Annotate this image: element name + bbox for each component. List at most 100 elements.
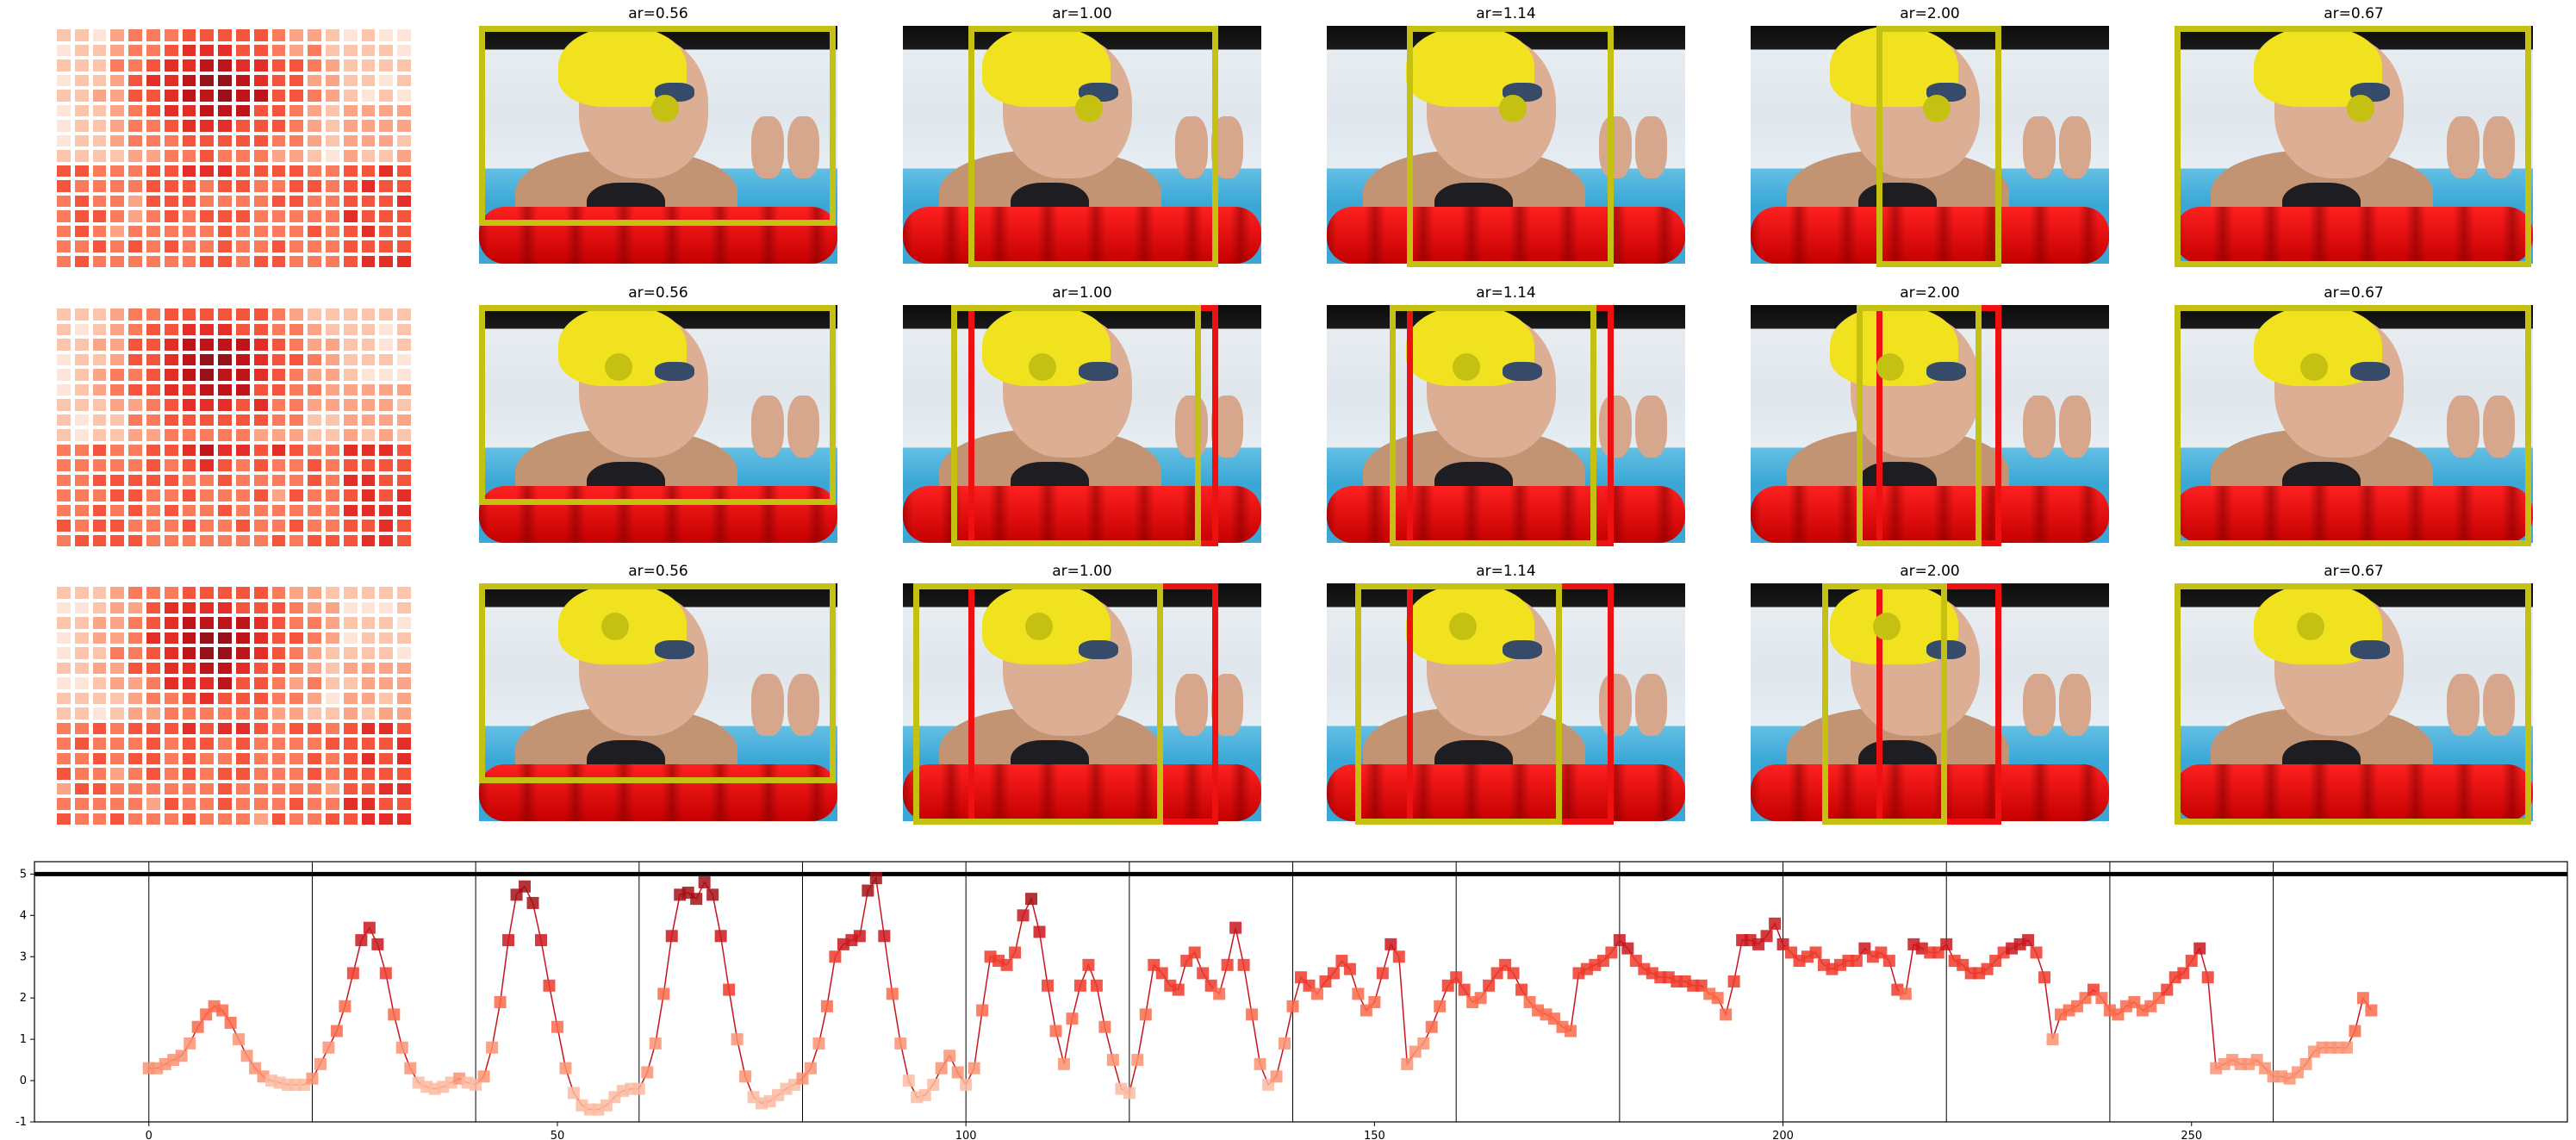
panel-title: ar=0.56 xyxy=(628,284,688,302)
heatmap-cell xyxy=(182,353,196,365)
heatmap-cell xyxy=(289,339,304,351)
heatmap-cell xyxy=(308,165,321,177)
heatmap-cell xyxy=(271,399,286,411)
heatmap-cell xyxy=(182,444,196,456)
heatmap-cell xyxy=(379,587,394,599)
heatmap-cell xyxy=(128,195,142,207)
heatmap-cell xyxy=(57,707,71,720)
heatmap-cell xyxy=(146,459,160,471)
heatmap-cell xyxy=(218,225,232,237)
heatmap-cell xyxy=(182,383,196,396)
predicted-crop-box xyxy=(1822,583,1947,825)
heatmap-cell xyxy=(182,813,196,825)
swimmer-photo xyxy=(2175,305,2533,543)
heatmap-cell xyxy=(128,429,142,441)
hand xyxy=(751,395,784,458)
heatmap-cell xyxy=(343,429,358,441)
heatmap-cell xyxy=(326,104,339,116)
heatmap-cell xyxy=(253,369,268,381)
heatmap-cell xyxy=(74,90,89,102)
heatmap-cell xyxy=(128,369,142,381)
heatmap-cell xyxy=(361,180,376,192)
heatmap-cell xyxy=(200,707,215,720)
predicted-crop-box xyxy=(479,305,836,505)
data-point xyxy=(894,1037,907,1050)
data-point xyxy=(1098,1020,1111,1033)
heatmap-cell xyxy=(164,601,178,614)
heatmap-cell xyxy=(308,677,321,689)
heatmap-cell xyxy=(182,195,196,207)
heatmap-cell xyxy=(164,29,178,41)
heatmap-cell xyxy=(128,617,142,629)
heatmap-cell xyxy=(200,489,215,501)
heatmap-cell xyxy=(379,353,394,365)
heatmap-cell xyxy=(343,399,358,411)
heatmap-cell xyxy=(164,587,178,599)
heatmap-cell xyxy=(361,104,376,116)
heatmap-cell xyxy=(218,399,232,411)
heatmap-cell xyxy=(164,369,178,381)
heatmap-cell xyxy=(271,339,286,351)
heatmap-cell xyxy=(326,120,339,132)
heatmap-cell xyxy=(326,520,339,532)
heatmap-cell xyxy=(397,104,411,116)
heatmap-cell xyxy=(182,752,196,764)
heatmap-cell xyxy=(343,601,358,614)
predicted-crop-box xyxy=(1857,305,1982,546)
heatmap-cell xyxy=(92,813,107,825)
heatmap-cell xyxy=(200,534,215,546)
goggles xyxy=(654,362,694,382)
heatmap-cell xyxy=(397,74,411,86)
data-point xyxy=(314,1057,327,1070)
heatmap-cell xyxy=(253,240,268,252)
heatmap-cell xyxy=(308,399,321,411)
data-point xyxy=(1401,1057,1414,1070)
heatmap-cell xyxy=(397,662,411,674)
heatmap-cell xyxy=(308,383,321,396)
heatmap-cell xyxy=(343,255,358,267)
swimmer-photo xyxy=(1327,26,1685,264)
heatmap-cell xyxy=(397,308,411,321)
heatmap-cell xyxy=(92,692,107,704)
hand xyxy=(1634,395,1668,458)
heatmap-cell xyxy=(57,768,71,780)
heatmap-cell xyxy=(253,210,268,222)
heatmap-cell xyxy=(164,150,178,162)
data-point xyxy=(1720,1008,1733,1021)
heatmap-cell xyxy=(308,210,321,222)
heatmap-cell xyxy=(110,255,125,267)
heatmap-cell xyxy=(92,617,107,629)
heatmap-cell xyxy=(379,738,394,750)
heatmap-cell xyxy=(253,587,268,599)
data-point xyxy=(829,950,842,963)
heatmap-cell xyxy=(200,134,215,146)
heatmap-cell xyxy=(146,399,160,411)
hand xyxy=(1634,115,1668,178)
heatmap-cell xyxy=(200,459,215,471)
heatmap-cell xyxy=(397,134,411,146)
heatmap-cell xyxy=(200,339,215,351)
heatmap-cell xyxy=(200,90,215,102)
heatmap-cell xyxy=(326,798,339,810)
heatmap-cell xyxy=(289,444,304,456)
heatmap-cell xyxy=(74,369,89,381)
heatmap-cell xyxy=(379,768,394,780)
heatmap-cell xyxy=(379,59,394,72)
lane-rope xyxy=(1751,206,2109,264)
heatmap-cell xyxy=(92,782,107,794)
heatmap-cell xyxy=(289,414,304,426)
goggles xyxy=(1502,640,1542,660)
heatmap-cell xyxy=(182,601,196,614)
heatmap-cell xyxy=(128,722,142,734)
heatmap-cell xyxy=(218,738,232,750)
heatmap-cell xyxy=(57,90,71,102)
heatmap-cell xyxy=(128,782,142,794)
heatmap-cell xyxy=(289,29,304,41)
heatmap-cell xyxy=(308,632,321,644)
heatmap-cell xyxy=(164,74,178,86)
heatmap-cell xyxy=(271,662,286,674)
heatmap-cell xyxy=(164,662,178,674)
heatmap-cell xyxy=(253,813,268,825)
heatmap-cell xyxy=(182,738,196,750)
